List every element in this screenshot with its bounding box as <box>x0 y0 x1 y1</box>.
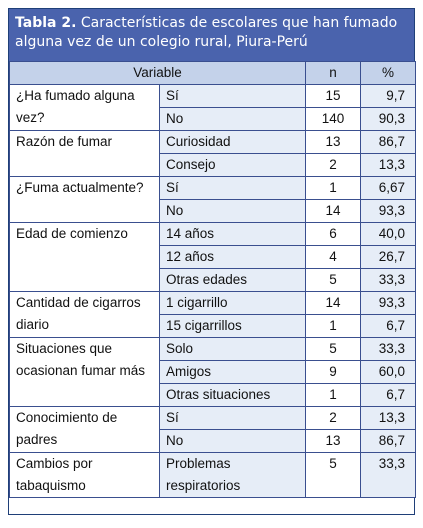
table-title: Características de escolares que han fum… <box>15 15 398 50</box>
table-caption: Tabla 2. Características de escolares qu… <box>9 9 414 61</box>
table-row: No 13 86,7 <box>10 429 416 453</box>
percent-cell: 93,3 <box>360 199 416 223</box>
count-cell: 13 <box>305 130 361 154</box>
table-row: Razón de fumar Curiosidad 13 86,7 <box>9 130 416 177</box>
header-row: Variable n % <box>9 61 416 85</box>
count-cell: 14 <box>305 199 361 223</box>
category-label: No <box>159 107 306 131</box>
table-row: Cantidad de cigarros diario 1 cigarrillo… <box>9 291 416 338</box>
table-row: Edad de comienzo 14 años 6 40,0 <box>9 222 416 292</box>
percent-cell: 13,3 <box>360 153 416 177</box>
table-row: 15 cigarrillos 1 6,7 <box>10 314 416 338</box>
table-row: Otras edades 5 33,3 <box>10 268 416 292</box>
count-cell: 13 <box>305 429 361 453</box>
variable-label: Cantidad de cigarros diario <box>9 291 160 338</box>
table-row: Conocimiento de padres Sí 2 13,3 <box>9 406 416 453</box>
table-container: Tabla 2. Características de escolares qu… <box>8 8 416 515</box>
variable-label: Cambios por tabaquismo <box>9 452 160 498</box>
percent-cell: 33,3 <box>360 268 416 292</box>
percent-cell: 6,7 <box>360 383 416 407</box>
count-cell: 4 <box>305 245 361 269</box>
header-percent: % <box>360 61 416 85</box>
variable-label: Situaciones que ocasionan fumar más <box>9 337 160 407</box>
count-cell: 5 <box>305 268 361 292</box>
percent-cell: 93,3 <box>360 291 416 315</box>
count-cell: 1 <box>305 176 361 200</box>
category-label: No <box>159 429 306 453</box>
category-label: 1 cigarrillo <box>159 291 306 315</box>
percent-cell: 9,7 <box>360 84 416 108</box>
category-label: Problemas respiratorios <box>159 452 306 498</box>
variable-label: ¿Fuma actualmente? <box>9 176 160 223</box>
percent-cell: 33,3 <box>360 452 416 498</box>
percent-cell: 60,0 <box>360 360 416 384</box>
count-cell: 1 <box>305 383 361 407</box>
count-cell: 5 <box>305 452 361 498</box>
table-row: Situaciones que ocasionan fumar más Solo… <box>9 337 416 407</box>
count-cell: 140 <box>305 107 361 131</box>
table-row: Cambios por tabaquismo Problemas respira… <box>9 452 416 498</box>
variable-label: Edad de comienzo <box>9 222 160 292</box>
category-label: Sí <box>159 84 306 108</box>
percent-cell: 6,7 <box>360 314 416 338</box>
table-row: No 140 90,3 <box>10 107 416 131</box>
count-cell: 9 <box>305 360 361 384</box>
count-cell: 2 <box>305 153 361 177</box>
count-cell: 6 <box>305 222 361 246</box>
variable-label: Razón de fumar <box>9 130 160 177</box>
percent-cell: 40,0 <box>360 222 416 246</box>
table-row: Otras situaciones 1 6,7 <box>10 383 416 407</box>
count-cell: 15 <box>305 84 361 108</box>
table-row: ¿Fuma actualmente? Sí 1 6,67 <box>9 176 416 223</box>
category-label: Consejo <box>159 153 306 177</box>
percent-cell: 26,7 <box>360 245 416 269</box>
category-label: 15 cigarrillos <box>159 314 306 338</box>
percent-cell: 90,3 <box>360 107 416 131</box>
percent-cell: 33,3 <box>360 337 416 361</box>
data-table: Variable n % ¿Ha fumado alguna vez? Sí 1… <box>9 61 416 498</box>
category-label: Otras situaciones <box>159 383 306 407</box>
table-row: ¿Ha fumado alguna vez? Sí 15 9,7 <box>9 84 416 131</box>
percent-cell: 86,7 <box>360 429 416 453</box>
header-variable: Variable <box>9 61 306 85</box>
count-cell: 5 <box>305 337 361 361</box>
category-label: Amigos <box>159 360 306 384</box>
percent-cell: 6,67 <box>360 176 416 200</box>
category-label: Curiosidad <box>159 130 306 154</box>
category-label: Sí <box>159 406 306 430</box>
category-label: Sí <box>159 176 306 200</box>
header-n: n <box>305 61 361 85</box>
count-cell: 1 <box>305 314 361 338</box>
variable-label: ¿Ha fumado alguna vez? <box>9 84 160 131</box>
table-number: Tabla 2. <box>15 15 77 31</box>
count-cell: 2 <box>305 406 361 430</box>
variable-label: Conocimiento de padres <box>9 406 160 453</box>
category-label: 14 años <box>159 222 306 246</box>
count-cell: 14 <box>305 291 361 315</box>
category-label: Otras edades <box>159 268 306 292</box>
category-label: 12 años <box>159 245 306 269</box>
category-label: No <box>159 199 306 223</box>
percent-cell: 13,3 <box>360 406 416 430</box>
category-label: Solo <box>159 337 306 361</box>
percent-cell: 86,7 <box>360 130 416 154</box>
